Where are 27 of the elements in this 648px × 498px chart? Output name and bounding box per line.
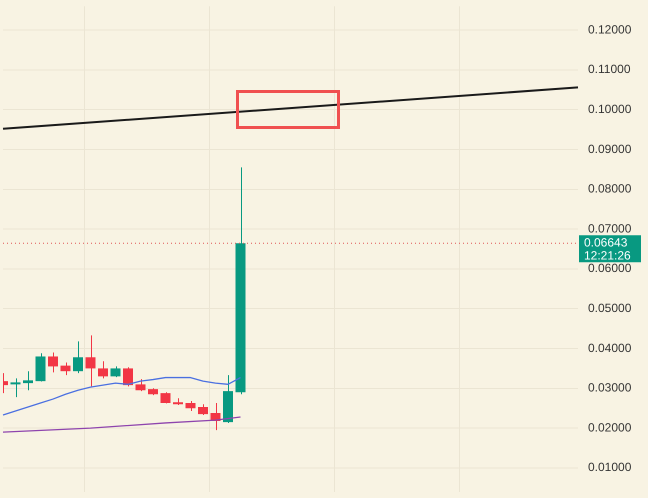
candlestick <box>160 392 170 404</box>
text: 12:21:26 <box>584 248 632 263</box>
y-tick-label: 0.09000 <box>588 142 632 156</box>
y-tick-label: 0.12000 <box>588 22 632 36</box>
candlestick <box>98 360 108 379</box>
candlestick <box>60 362 70 376</box>
y-tick-label: 0.02000 <box>588 420 632 434</box>
y-tick-label: 0.11000 <box>588 62 631 76</box>
candlestick <box>23 370 33 391</box>
y-tick-label: 0.06000 <box>588 261 632 276</box>
candlestick <box>86 334 96 387</box>
candlestick <box>110 366 120 378</box>
candlestick <box>198 404 208 416</box>
y-tick-label: 0.08000 <box>588 182 632 196</box>
y-tick-label: 0.07000 <box>588 221 632 236</box>
y-tick-label: 0.05000 <box>588 301 632 316</box>
candlestick <box>136 378 146 392</box>
y-tick-label: 0.04000 <box>588 340 632 355</box>
ref-line-label: 0.06643 <box>584 236 628 250</box>
candlestick <box>123 366 133 387</box>
y-tick-label: 0.03000 <box>588 380 632 395</box>
candlestick <box>186 400 196 412</box>
y-tick-label: 0.10000 <box>588 102 632 116</box>
y-tick-label: 0.01000 <box>588 460 632 474</box>
candlestick <box>48 352 58 373</box>
candlestick <box>10 378 20 398</box>
candlestick <box>73 340 83 374</box>
